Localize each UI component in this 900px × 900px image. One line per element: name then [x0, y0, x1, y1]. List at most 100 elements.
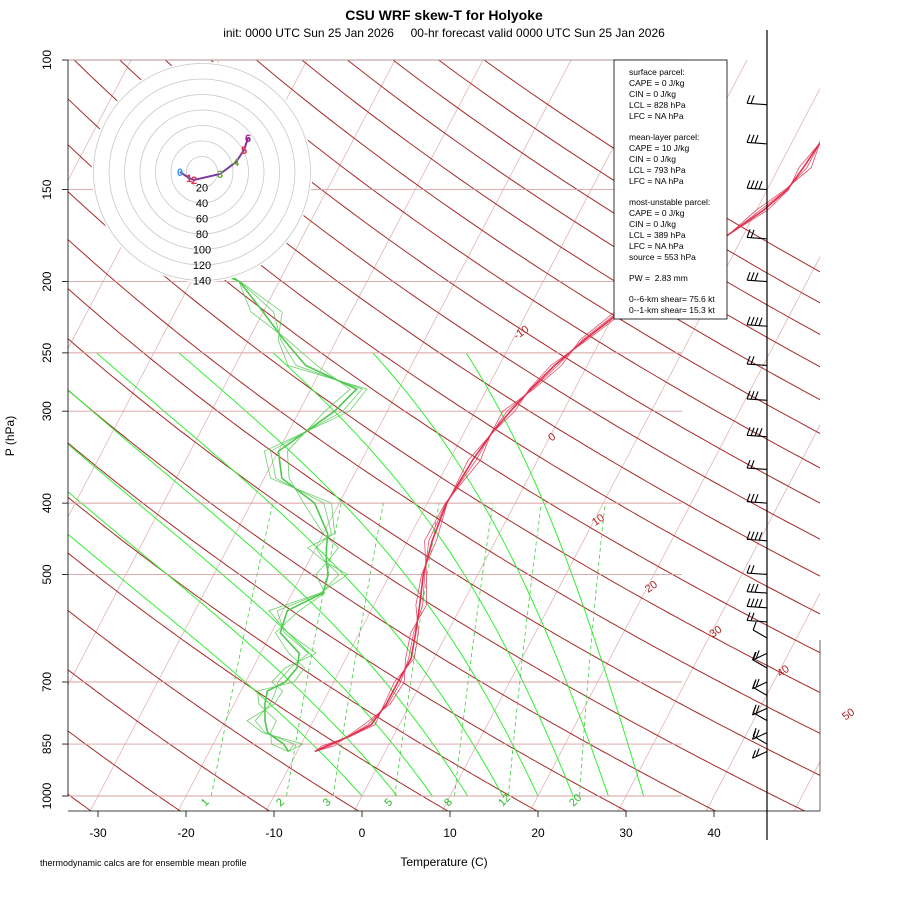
hodograph-ring: [124, 94, 280, 250]
hodograph-point-label: 6: [245, 133, 251, 145]
info-mean-cin: CIN = 0 J/kg: [629, 154, 676, 164]
hodograph-ring: [186, 156, 218, 188]
x-tick-label: 20: [531, 826, 545, 840]
isotherm-label: 20: [643, 579, 660, 596]
wind-barb-shaft: [747, 434, 768, 438]
hodograph-ring: [170, 140, 234, 204]
y-tick-label: 300: [40, 401, 54, 421]
wind-barb-flag: [751, 750, 757, 759]
wind-barb-flag: [750, 316, 755, 326]
footnote: thermodynamic calcs are for ensemble mea…: [40, 858, 247, 868]
wind-barb-flag: [750, 95, 755, 104]
y-tick-label: 700: [40, 672, 54, 692]
isotherm-label: 30: [707, 624, 724, 641]
wind-barb-flag: [752, 621, 757, 631]
moist-adiabat-line: [96, 352, 504, 797]
dry-adiabat-line: [68, 496, 538, 811]
temperature-member-line: [314, 142, 820, 752]
wind-barb-flag: [750, 531, 755, 540]
wind-barb-flag: [755, 729, 760, 738]
hodograph-ring-label: 120: [193, 260, 211, 272]
wind-barb-shaft: [747, 605, 768, 609]
info-surface-header: surface parcel:: [629, 67, 685, 77]
wind-barb-shaft: [752, 735, 768, 745]
info-mu-lcl: LCL = 389 hPa: [629, 230, 686, 240]
wind-barb-shaft: [747, 572, 768, 575]
dry-adiabat-line: [68, 442, 628, 811]
hodograph-ring: [108, 78, 296, 266]
wind-barb-shaft: [747, 591, 768, 594]
wind-barb-flag: [750, 598, 755, 607]
info-mean-lcl: LCL = 793 hPa: [629, 165, 686, 175]
svg-text:surface parcel: CAPE = 0: surface parcel: CAPE = 0 J/kg CIN = 0 J/…: [629, 67, 717, 315]
wind-barb-flag: [746, 531, 751, 540]
moist-adiabat-line: [178, 352, 539, 797]
wind-barb-flag: [754, 584, 759, 593]
wind-barb-flag: [750, 583, 755, 593]
moist-adiabat-line: [68, 491, 398, 797]
dry-adiabat-line: [68, 288, 820, 776]
wind-barb-shaft: [747, 236, 768, 240]
info-mu-source: source = 553 hPa: [629, 252, 696, 262]
hodograph-point-label: 4: [233, 157, 240, 169]
dewpoint-member-line: [193, 247, 363, 752]
isotherm-line: [705, 592, 820, 811]
x-axis-label: Temperature (C): [400, 855, 487, 869]
info-box-frame: [613, 59, 728, 320]
wind-barb-flag: [750, 391, 755, 400]
wind-barb-column: [746, 30, 768, 840]
dry-adiabat-line: [68, 669, 271, 811]
wind-barb-flag: [746, 95, 751, 104]
wind-barb-flag: [746, 459, 751, 469]
wind-barb-shaft: [752, 659, 768, 669]
wind-barb-flag: [746, 271, 751, 281]
wind-barb-flag: [752, 727, 757, 737]
wind-barb-flag: [758, 317, 763, 326]
info-shear-1km: 0--1-km shear= 15.3 kt: [629, 305, 715, 315]
wind-barb-flag: [750, 427, 755, 436]
chart-title: CSU WRF skew-T for Holyoke: [345, 7, 543, 23]
dry-adiabat-line: [73, 60, 820, 577]
x-tick-label: -30: [89, 826, 107, 840]
moist-adiabat-line: [272, 352, 574, 797]
hodograph-ring-label: 80: [196, 229, 208, 241]
dewpoint-mean-line: [190, 247, 358, 752]
wind-barb-shaft: [747, 102, 768, 106]
wind-barb-shaft: [752, 712, 768, 722]
wind-barb-flag: [758, 180, 763, 190]
info-mu-header: most-unstable parcel:: [629, 197, 710, 207]
wind-barb-flag: [750, 493, 755, 503]
dewpoint-member-line: [188, 247, 351, 752]
hodograph-ring-label: 140: [193, 276, 211, 288]
temperature-member-line: [314, 141, 820, 752]
dry-adiabat-line: [68, 389, 717, 811]
wind-barb-flag: [755, 748, 760, 757]
hodograph-ring: [93, 63, 311, 281]
dewpoint-member-line: [188, 247, 368, 752]
info-mean-cape: CAPE = 10 J/kg: [629, 143, 690, 153]
wind-barb-shaft: [747, 363, 768, 366]
wind-barb-flag: [754, 598, 759, 608]
wind-barb-flag: [746, 229, 751, 238]
hodograph-ring-label: 60: [196, 214, 208, 226]
wind-barb-shaft: [747, 187, 768, 191]
dry-adiabat-line: [68, 338, 806, 811]
dry-adiabat-line: [118, 60, 820, 540]
grid-layer: [68, 60, 820, 811]
hodograph-point-label: 3: [217, 169, 223, 181]
wind-barb-flag: [755, 678, 760, 688]
wind-barb-flag: [751, 651, 757, 661]
wind-barb-flag: [755, 705, 760, 714]
dry-adiabat-line: [68, 238, 820, 734]
wind-barb-shaft: [747, 538, 768, 542]
wind-barb-shaft: [747, 141, 768, 145]
hodograph-point-label: 2: [191, 175, 197, 187]
info-mean-header: mean-layer parcel:: [629, 132, 699, 142]
wind-barb-flag: [754, 494, 759, 503]
wind-barb-flag: [746, 564, 751, 574]
y-tick-label: 500: [40, 564, 54, 584]
profile-layer: [188, 138, 820, 753]
info-surface-lcl: LCL = 828 hPa: [629, 100, 686, 110]
dry-adiabat-line: [68, 98, 820, 615]
x-tick-label: -20: [177, 826, 195, 840]
